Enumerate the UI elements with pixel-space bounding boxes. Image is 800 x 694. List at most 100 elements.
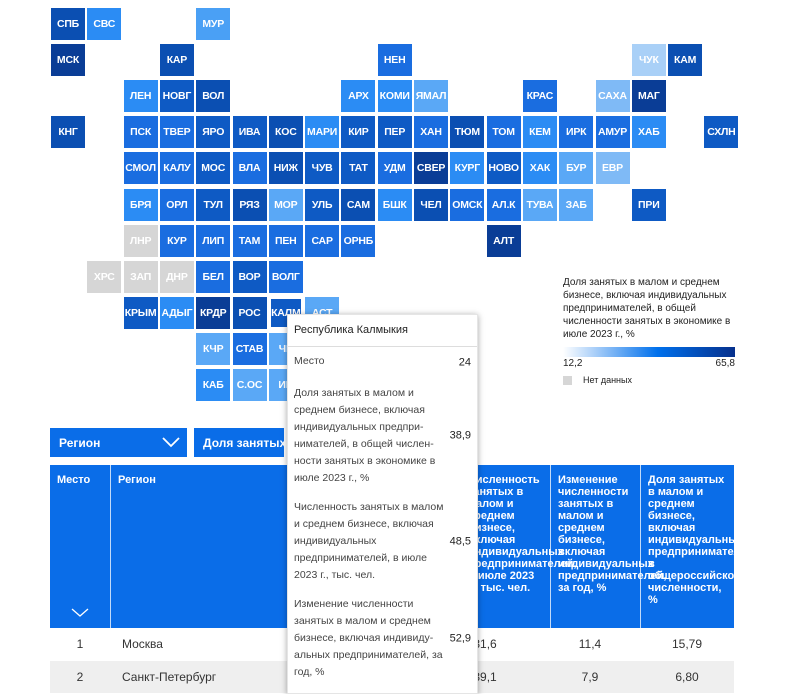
region-tile-42[interactable]: УДМ [377, 152, 412, 185]
region-tile-17[interactable]: МАГ [631, 80, 666, 113]
region-tile-70[interactable]: АЛТ [486, 224, 521, 257]
region-tile-36[interactable]: КАЛУ [159, 152, 194, 185]
region-tile-7[interactable]: ЧУК [631, 44, 666, 77]
header-change[interactable]: Изменение численности занятых в малом и … [550, 465, 666, 628]
region-tile-56[interactable]: БШК [377, 188, 412, 221]
region-tile-15[interactable]: КРАС [522, 80, 557, 113]
header-rank[interactable]: Место [50, 465, 110, 628]
region-tile-map: СПБ СВС МУР МСК КАР НЕН ЧУК КАМ ЛЕН НОВГ ВОЛ АРХ КОМ… [51, 8, 739, 401]
region-tile-41[interactable]: ТАТ [341, 152, 376, 185]
region-tile-80[interactable]: РОС [232, 296, 267, 329]
tooltip-row: Доля занятых в малом и среднем бизнесе, … [288, 385, 477, 487]
region-tile-47[interactable]: БУР [559, 152, 594, 185]
region-tile-35[interactable]: СМОЛ [123, 152, 158, 185]
region-tile-23[interactable]: КОС [268, 116, 303, 149]
region-tile-38[interactable]: ВЛА [232, 152, 267, 185]
region-tile-39[interactable]: НИЖ [268, 152, 303, 185]
region-tile-12[interactable]: АРХ [341, 80, 376, 113]
region-tile-77[interactable]: КРЫМ [123, 296, 158, 329]
header-share[interactable]: Доля занятых в малом и среднем бизнесе, … [640, 465, 756, 628]
region-tile-9[interactable]: ЛЕН [123, 80, 158, 113]
region-tile-22[interactable]: ИВА [232, 116, 267, 149]
region-tile-87[interactable]: С.ОС [232, 369, 267, 401]
region-tile-14[interactable]: ЯМАЛ [414, 80, 448, 113]
region-tile-13[interactable]: КОМИ [377, 80, 412, 113]
region-tile-76[interactable]: ВОЛГ [268, 260, 303, 293]
metric-dropdown[interactable]: Доля занятых в м [194, 428, 284, 457]
region-tile-71[interactable]: ХРС [87, 260, 122, 293]
region-tile-29[interactable]: ТОМ [486, 116, 521, 149]
region-tile-26[interactable]: ПЕР [377, 116, 412, 149]
region-tile-1[interactable]: СПБ [51, 8, 85, 40]
region-tile-68[interactable]: САР [305, 224, 340, 257]
region-tile-11[interactable]: ВОЛ [196, 80, 231, 113]
region-tile-49[interactable]: БРЯ [123, 188, 158, 221]
region-tile-54[interactable]: УЛЬ [305, 188, 340, 221]
table-row[interactable]: 1 Москва 4731,6 11,4 15,79 [50, 628, 734, 660]
region-tile-31[interactable]: ИРК [559, 116, 594, 149]
region-tile-65[interactable]: ЛИП [196, 224, 231, 257]
region-tile-8[interactable]: КАМ [668, 44, 703, 77]
region-tile-66[interactable]: ТАМ [232, 224, 267, 257]
region-tile-64[interactable]: КУР [159, 224, 194, 257]
region-tile-6[interactable]: НЕН [377, 44, 412, 77]
region-tile-73[interactable]: ДНР [159, 260, 194, 293]
region-tile-5[interactable]: КАР [159, 44, 194, 77]
region-tile-60[interactable]: ТУВА [522, 188, 557, 221]
region-tile-79[interactable]: КРДР [196, 296, 231, 329]
region-tile-30[interactable]: КЕМ [522, 116, 557, 149]
region-tile-33[interactable]: ХАБ [631, 116, 666, 149]
region-tile-63[interactable]: ЛНР [123, 224, 158, 257]
region-tile-21[interactable]: ЯРО [196, 116, 231, 149]
legend-max: 65,8 [715, 358, 735, 369]
region-tile-83[interactable]: КЧР [196, 332, 231, 365]
region-tile-69[interactable]: ОРНБ [341, 224, 376, 257]
region-tile-24[interactable]: МАРИ [305, 116, 340, 149]
region-tile-37[interactable]: МОС [196, 152, 231, 185]
legend-nodata-label: Нет данных [583, 375, 632, 385]
region-tile-46[interactable]: ХАК [522, 152, 557, 185]
tooltip-value: 48,5 [449, 535, 471, 547]
region-tile-43[interactable]: СВЕР [414, 152, 448, 185]
region-tile-59[interactable]: АЛ.К [486, 188, 521, 221]
region-tile-18[interactable]: КНГ [51, 116, 85, 149]
region-tile-16[interactable]: САХА [595, 80, 630, 113]
region-tile-28[interactable]: ТЮМ [450, 116, 485, 149]
region-tile-2[interactable]: СВС [87, 8, 122, 40]
region-tile-40[interactable]: ЧУВ [305, 152, 340, 185]
region-tile-57[interactable]: ЧЕЛ [414, 188, 448, 221]
region-tile-50[interactable]: ОРЛ [159, 188, 194, 221]
region-tile-75[interactable]: ВОР [232, 260, 267, 293]
sort-chevron-icon[interactable] [71, 608, 89, 618]
region-tile-55[interactable]: САМ [341, 188, 376, 221]
region-tile-72[interactable]: ЗАП [123, 260, 158, 293]
region-tile-44[interactable]: КУРГ [450, 152, 485, 185]
region-tile-20[interactable]: ТВЕР [159, 116, 194, 149]
region-tile-74[interactable]: БЕЛ [196, 260, 231, 293]
region-tile-27[interactable]: ХАН [414, 116, 448, 149]
header-employment[interactable]: Численность занятых в малом и среднем би… [460, 465, 576, 628]
tooltip-label: Изменение численности занятых в малом и … [294, 598, 443, 678]
region-tile-10[interactable]: НОВГ [159, 80, 194, 113]
region-tile-45[interactable]: НОВО [486, 152, 521, 185]
region-tile-52[interactable]: РЯЗ [232, 188, 267, 221]
region-tile-32[interactable]: АМУР [595, 116, 630, 149]
region-tile-86[interactable]: КАБ [196, 369, 231, 401]
region-tile-4[interactable]: МСК [51, 44, 85, 77]
region-tooltip: Республика Калмыкия Место 24 Доля заняты… [287, 314, 478, 694]
region-tile-51[interactable]: ТУЛ [196, 188, 231, 221]
header-region[interactable]: Регион [110, 465, 460, 628]
region-tile-34[interactable]: СХЛН [704, 116, 739, 149]
region-dropdown[interactable]: Регион [50, 428, 187, 457]
region-tile-19[interactable]: ПСК [123, 116, 158, 149]
region-tile-84[interactable]: СТАВ [232, 332, 267, 365]
region-tile-3[interactable]: МУР [196, 8, 231, 40]
region-tile-78[interactable]: АДЫГ [159, 296, 194, 329]
region-tile-48[interactable]: ЕВР [595, 152, 630, 185]
region-tile-58[interactable]: ОМСК [450, 188, 485, 221]
region-tile-25[interactable]: КИР [341, 116, 376, 149]
region-tile-61[interactable]: ЗАБ [559, 188, 594, 221]
region-tile-62[interactable]: ПРИ [631, 188, 666, 221]
region-tile-67[interactable]: ПЕН [268, 224, 303, 257]
region-tile-53[interactable]: МОР [268, 188, 303, 221]
